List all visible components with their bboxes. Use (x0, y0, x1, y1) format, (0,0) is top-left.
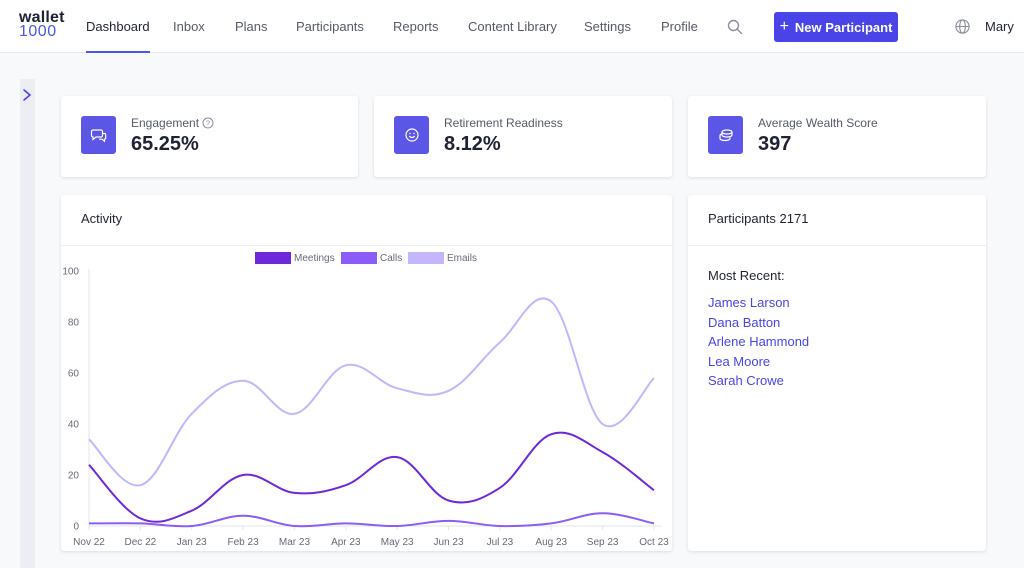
globe-icon[interactable] (954, 18, 971, 35)
retirement-readiness-label: Retirement Readiness (444, 116, 563, 130)
nav-participants[interactable]: Participants (296, 19, 364, 34)
x-tick-label: Jan 23 (177, 537, 207, 548)
legend-label-emails: Emails (447, 253, 477, 264)
activity-title: Activity (81, 211, 123, 226)
participant-link[interactable]: James Larson (708, 295, 790, 310)
x-tick-label: Nov 22 (73, 537, 105, 548)
y-tick-label: 80 (68, 318, 80, 329)
user-menu[interactable]: Mary (985, 19, 1014, 34)
sidebar-rail (20, 79, 35, 568)
nav-content-library[interactable]: Content Library (468, 19, 557, 34)
x-tick-label: Mar 23 (279, 537, 311, 548)
x-tick-label: Aug 23 (535, 537, 567, 548)
legend-swatch-meetings (255, 252, 291, 264)
series-line-calls (88, 512, 655, 528)
x-tick-label: Oct 23 (639, 537, 669, 548)
wealth-score-value: 397 (758, 133, 792, 155)
list-item: Dana Batton (708, 313, 809, 333)
series-line-emails (88, 297, 655, 487)
chat-icon (81, 116, 116, 154)
participant-link[interactable]: Sarah Crowe (708, 373, 784, 389)
wealth-score-label: Average Wealth Score (758, 116, 878, 130)
y-tick-label: 20 (68, 471, 80, 482)
legend-swatch-emails (408, 252, 444, 264)
recent-participants-list: James Larson Dana Batton Arlene Hammond … (708, 293, 809, 391)
y-tick-label: 40 (68, 420, 80, 431)
participants-card: Participants 2171 Most Recent: James Lar… (688, 195, 986, 551)
participant-link[interactable]: Dana Batton (708, 314, 781, 330)
nav-inbox[interactable]: Inbox (173, 19, 205, 34)
list-item: Sarah Crowe (708, 371, 809, 391)
engagement-value: 65.25% (131, 133, 199, 155)
nav-profile[interactable]: Profile (661, 19, 698, 34)
activity-chart: 0 20 40 60 80 100 Nov 22 Dec 22 Jan 23 Feb 23 Mar … (62, 252, 669, 548)
series-line-meetings (88, 431, 655, 523)
retirement-readiness-card: Retirement Readiness 8.12% (374, 96, 672, 177)
new-participant-label: New Participant (794, 19, 893, 35)
x-tick-label: Dec 22 (125, 537, 157, 548)
coins-icon (708, 116, 743, 154)
retirement-readiness-value: 8.12% (444, 133, 501, 155)
nav-reports[interactable]: Reports (393, 19, 439, 34)
participant-link[interactable]: Arlene Hammond (708, 334, 810, 350)
plus-icon: + (779, 18, 789, 35)
svg-text:?: ? (206, 119, 210, 128)
activity-card: Activity 0 20 40 60 80 100 Nov 22 Dec 22 Jan 23 F… (61, 195, 672, 551)
list-item: Lea Moore (708, 352, 809, 372)
nav-plans[interactable]: Plans (235, 19, 268, 34)
x-tick-label: Jun 23 (434, 537, 464, 548)
engagement-card: Engagement ? 65.25% (61, 96, 358, 177)
list-item: Arlene Hammond (708, 332, 809, 352)
legend-swatch-calls (341, 252, 377, 264)
search-icon[interactable] (726, 18, 744, 36)
legend-label-meetings: Meetings (294, 253, 335, 264)
activity-divider (61, 245, 672, 246)
participants-title: Participants 2171 (708, 211, 809, 226)
nav-dashboard[interactable]: Dashboard (86, 0, 150, 53)
y-tick-label: 0 (73, 522, 79, 533)
nav-settings[interactable]: Settings (584, 19, 631, 34)
wealth-score-card: Average Wealth Score 397 (688, 96, 986, 177)
participant-link[interactable]: Lea Moore (708, 353, 771, 369)
x-tick-label: May 23 (381, 537, 414, 548)
most-recent-label: Most Recent: (708, 268, 785, 283)
logo[interactable]: wallet 1000 (19, 9, 65, 40)
y-tick-label: 100 (62, 267, 79, 278)
top-navbar: wallet 1000 Dashboard Inbox Plans Partic… (0, 0, 1024, 53)
logo-wordmark: wallet (19, 9, 65, 26)
x-tick-label: Apr 23 (331, 537, 361, 548)
participants-divider (688, 245, 986, 246)
x-tick-label: Sep 23 (587, 537, 619, 548)
x-tick-label: Feb 23 (228, 537, 260, 548)
legend-label-calls: Calls (380, 253, 402, 264)
help-icon[interactable]: ? (202, 117, 214, 129)
y-tick-label: 60 (68, 369, 80, 380)
new-participant-button[interactable]: + New Participant (774, 12, 898, 42)
engagement-label-text: Engagement (131, 116, 200, 130)
x-tick-label: Jul 23 (487, 537, 514, 548)
list-item: James Larson (708, 293, 809, 313)
chevron-right-icon[interactable] (20, 86, 35, 104)
logo-number: 1000 (19, 23, 57, 40)
engagement-label: Engagement ? (131, 116, 214, 130)
smile-icon (394, 116, 429, 154)
